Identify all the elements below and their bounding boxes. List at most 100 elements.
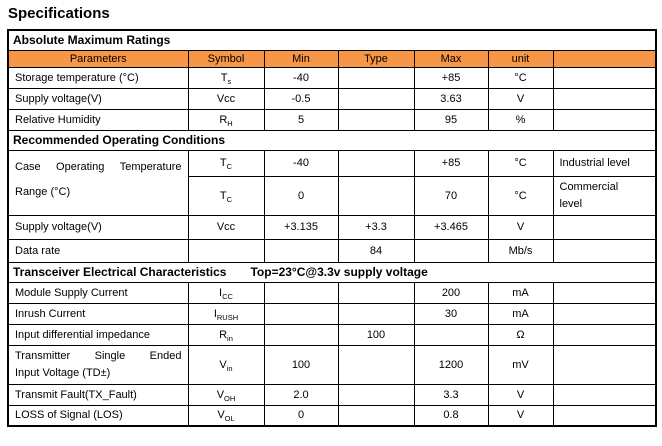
section-row: Recommended Operating Conditions [7,129,657,151]
parameter-cell: Transmit Fault(TX_Fault) [7,383,189,406]
section-title-cell: Absolute Maximum Ratings [7,29,657,51]
column-header: Parameters [7,49,189,68]
type-value-cell [337,149,415,177]
parameter-cell: Supply voltage(V) [7,87,189,110]
column-header: unit [487,49,554,68]
unit-cell: Ω [487,323,554,346]
symbol-base: Vcc [216,92,236,105]
min-value-cell: 0 [263,404,339,427]
note-cell: Industrial level [552,149,657,177]
symbol-cell: VOH [187,383,265,406]
unit-cell: V [487,214,554,240]
word: Case [15,160,41,173]
max-value-cell: 200 [413,281,489,304]
note-cell [552,383,657,406]
section-label: Absolute Maximum Ratings [13,33,171,48]
symbol-base: R [219,113,228,126]
section-title-cell: Transceiver Electrical Characteristics To… [7,261,657,283]
unit-cell: Mb/s [487,238,554,263]
unit-cell: °C [487,66,554,89]
word: Single [94,349,126,362]
text-line: level [559,197,583,210]
min-value-cell: -40 [263,149,339,177]
symbol-cell: VOL [187,404,265,427]
symbol-base: V [219,358,227,371]
symbol-cell [187,238,265,263]
min-value-cell: -40 [263,66,339,89]
max-value-cell: 3.3 [413,383,489,406]
note-cell [552,323,657,346]
max-value-cell: 3.63 [413,87,489,110]
symbol-subscript: H [227,118,233,128]
unit-cell: mA [487,302,554,325]
max-value-cell: 30 [413,302,489,325]
unit-cell: °C [487,175,554,216]
symbol-base: V [217,409,225,422]
symbol-cell: TC [187,175,265,216]
symbol-subscript: OH [224,393,236,403]
min-value-cell: 5 [263,108,339,131]
symbol-base: R [219,328,228,341]
symbol-cell: IRUSH [187,302,265,325]
symbol-cell: TC [187,149,265,177]
column-header: Type [337,49,415,68]
table-row: Relative Humidity RH 5 95% [7,108,657,131]
note-cell [552,404,657,427]
symbol-subscript: C [226,162,233,172]
column-header: Min [263,49,339,68]
table-row: Supply voltage(V) Vcc -0.5 3.63 V [7,87,657,110]
type-value-cell [337,383,415,406]
table-row: Case Operating Temperature Range (°C) TC -40 +… [7,149,657,216]
word: Transmitter [15,349,71,362]
type-value-cell: 84 [337,238,415,263]
max-value-cell [413,238,489,263]
note-cell: Commercial level [552,175,657,216]
parameter-cell: Supply voltage(V) [7,214,189,240]
min-value-cell [263,323,339,346]
text-line: Commercial [559,180,619,193]
table-row: Storage temperature (°C) Ts -40 +85 °C [7,66,657,89]
unit-cell: °C [487,149,554,177]
type-value-cell: 100 [337,323,415,346]
max-value-cell [413,323,489,346]
symbol-cell: Vcc [187,214,265,240]
word: Ended [149,349,182,362]
max-value-cell: 0.8 [413,404,489,427]
parameter-cell: Transmitter Single Ended Input Voltage (TD±… [7,344,189,385]
note-cell [552,344,657,385]
unit-cell: % [487,108,554,131]
max-value-cell: +85 [413,149,489,177]
note-cell [552,302,657,325]
symbol-subscript: C [226,194,233,204]
table-row: Inrush Current IRUSH 30 mA [7,302,657,325]
symbol-cell: Vcc [187,87,265,110]
symbol-subscript: in [227,333,233,343]
max-value-cell: +85 [413,66,489,89]
min-value-cell [263,238,339,263]
section-label: Transceiver Electrical Characteristics [13,265,227,279]
column-header: Symbol [187,49,265,68]
parameter-cell: Inrush Current [7,302,189,325]
note-cell [552,87,657,110]
max-value-cell: 70 [413,175,489,216]
symbol-subscript: in [226,363,233,373]
text-line: Case Operating Temperature [15,155,182,180]
unit-cell: V [487,383,554,406]
symbol-subscript: RUSH [216,312,239,322]
table-row: Module Supply Current ICC 200 mA [7,281,657,304]
specifications-table: Absolute Maximum Ratings Parameters Symbol… [7,29,658,427]
table-row: Data rate 84 Mb/s [7,238,657,263]
symbol-base: V [216,388,225,401]
section-title-cell: Recommended Operating Conditions [7,129,657,151]
min-value-cell: 2.0 [263,383,339,406]
word: Temperature [119,160,182,173]
type-value-cell [337,175,415,216]
type-value-cell [337,108,415,131]
section-row: Transceiver Electrical Characteristics To… [7,261,657,283]
symbol-cell: ICC [187,281,265,304]
symbol-cell: Rin [187,323,265,346]
text-line: Input Voltage (TD±) [15,366,111,379]
document-page: Specifications Absolute Maximum Ratings P… [7,5,658,427]
min-value-cell: 100 [263,344,339,385]
type-value-cell [337,87,415,110]
